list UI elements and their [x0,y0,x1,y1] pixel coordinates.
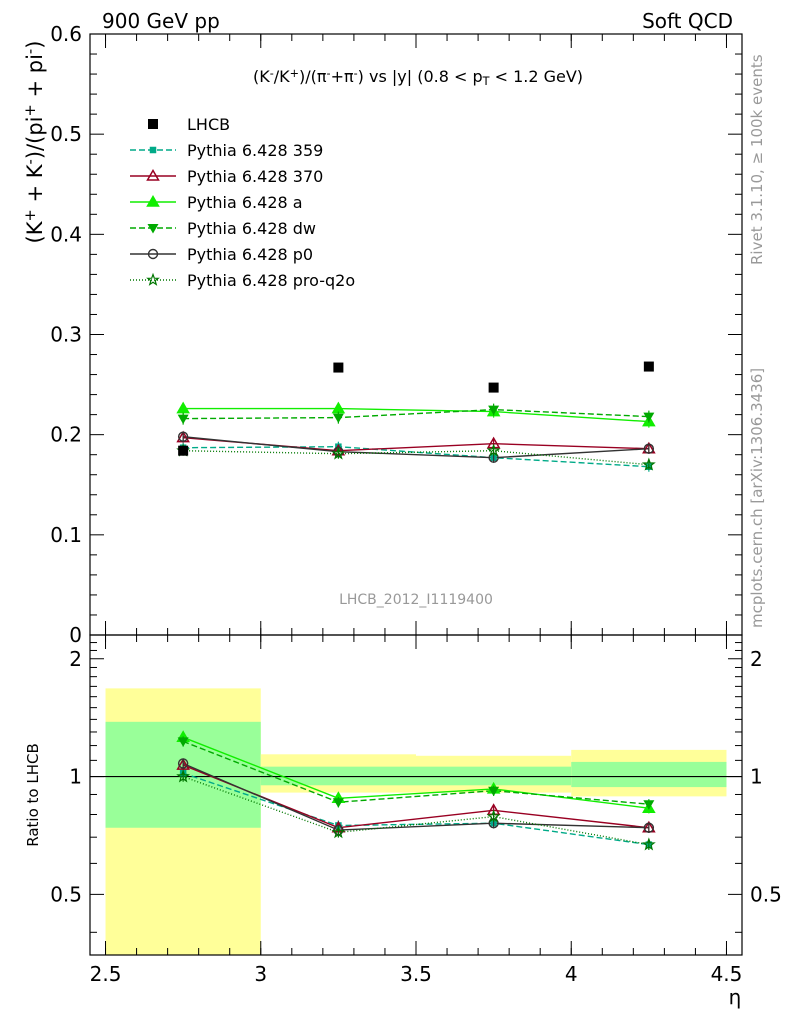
ratio-y-tick-label: 0.5 [50,882,82,906]
ratio-series-point [641,837,656,851]
main-title: (K-/K+)/(π-+π-) vs |y| (0.8 < pT < 1.2 G… [253,67,583,88]
x-tick-label: 4.5 [711,962,743,986]
legend-label: Pythia 6.428 dw [187,219,316,238]
mcplots-label: mcplots.cern.ch [arXiv:1306.3436] [748,368,766,628]
main-series-line [183,407,649,423]
main-y-tick-label: 0.5 [50,122,82,146]
legend-label: Pythia 6.428 pro-q2o [187,271,355,290]
legend-label: Pythia 6.428 p0 [187,245,313,264]
ratio-series-line [182,775,650,846]
main-series-point [331,401,346,414]
legend-marker [147,224,159,234]
ratio-series-line [182,736,649,809]
main-series-point [177,431,189,442]
main-panel: 0 0.1 0.2 0.3 0.4 0.5 0.6 (K-/K+)/(π-+π-) vs |… [22,22,743,647]
main-y-tick-label: 0.2 [50,423,82,447]
legend-marker [146,272,160,286]
ratio-series-point [176,758,190,770]
main-y-tick-label: 0.1 [50,523,82,547]
legend-marker [149,146,157,154]
main-series-point [177,414,189,425]
watermark: LHCB_2012_I1119400 [339,592,493,608]
ratio-series-point [486,809,501,823]
legend-label: Pythia 6.428 359 [187,141,323,160]
ratio-y-tick-label: 1 [69,765,82,789]
main-series-line [183,437,649,452]
ratio-y-tick-label: 2 [69,647,82,671]
ratio-series-line [182,772,649,846]
main-data-point [333,362,344,373]
ratio-panel: 0.5 0.5 1 1 2 2 2.5 3 3.5 4 4.5 Ratio to LHCB η [24,634,782,1009]
ratio-band-inner [571,761,727,788]
main-series-point [331,446,346,460]
legend-data-label: LHCB [187,115,230,134]
main-data-point [643,361,654,372]
ratio-series-point [488,786,500,797]
x-tick-label: 4 [565,962,578,986]
main-series-point [643,412,655,423]
x-axis-label: η [729,985,742,1009]
ratio-series-point [176,769,191,783]
ratio-series-line [182,762,649,831]
ratio-series-line [182,740,649,805]
ratio-y-tick-label-right: 1 [750,765,763,789]
ratio-series-point [177,737,189,747]
main-ylabel: (K+ + K-)/(pi+ + pi-) [22,41,47,244]
legend-marker [146,195,160,207]
main-series-line [183,408,649,420]
x-tick-label: 2.5 [90,962,122,986]
x-tick-label: 3.5 [400,962,432,986]
rivet-label: Rivet 3.1.10, ≥ 100k events [748,54,766,265]
ratio-series-point [643,822,655,833]
main-y-tick-label: 0.3 [50,323,82,347]
main-series-line [183,445,649,468]
main-series-point [176,401,190,414]
main-series-line [183,436,649,459]
ratio-series-point [177,758,189,769]
main-y-tick-label: 0.4 [50,222,82,246]
ratio-ylabel: Ratio to LHCB [24,743,42,847]
main-series-point [641,457,656,471]
ratio-series-point [331,825,346,839]
legend-marker [147,248,159,260]
main-data-point [178,445,189,456]
ratio-y-tick-label-right: 0.5 [750,882,782,906]
x-tick-label: 3 [254,962,267,986]
legend-marker [146,169,160,181]
main-series-point [486,443,501,457]
header-left: 900 GeV pp [102,9,220,33]
header-right: Soft QCD [642,9,733,33]
ratio-series-point [643,800,655,810]
ratio-y-tick-label-right: 2 [750,647,763,671]
legend-data-marker [148,119,158,129]
main-series-point [488,405,500,416]
legend-label: Pythia 6.428 370 [187,167,323,186]
main-y-tick-label: 0.6 [50,22,82,46]
legend: LHCB Pythia 6.428 359 Pythia 6.428 370 Pyth… [130,115,355,290]
main-series-point [332,413,344,424]
legend-label: Pythia 6.428 a [187,193,303,212]
main-series-point [643,443,655,454]
main-data-point [488,382,499,393]
main-y-tick-label: 0 [69,623,82,647]
ratio-series-point [332,798,344,808]
